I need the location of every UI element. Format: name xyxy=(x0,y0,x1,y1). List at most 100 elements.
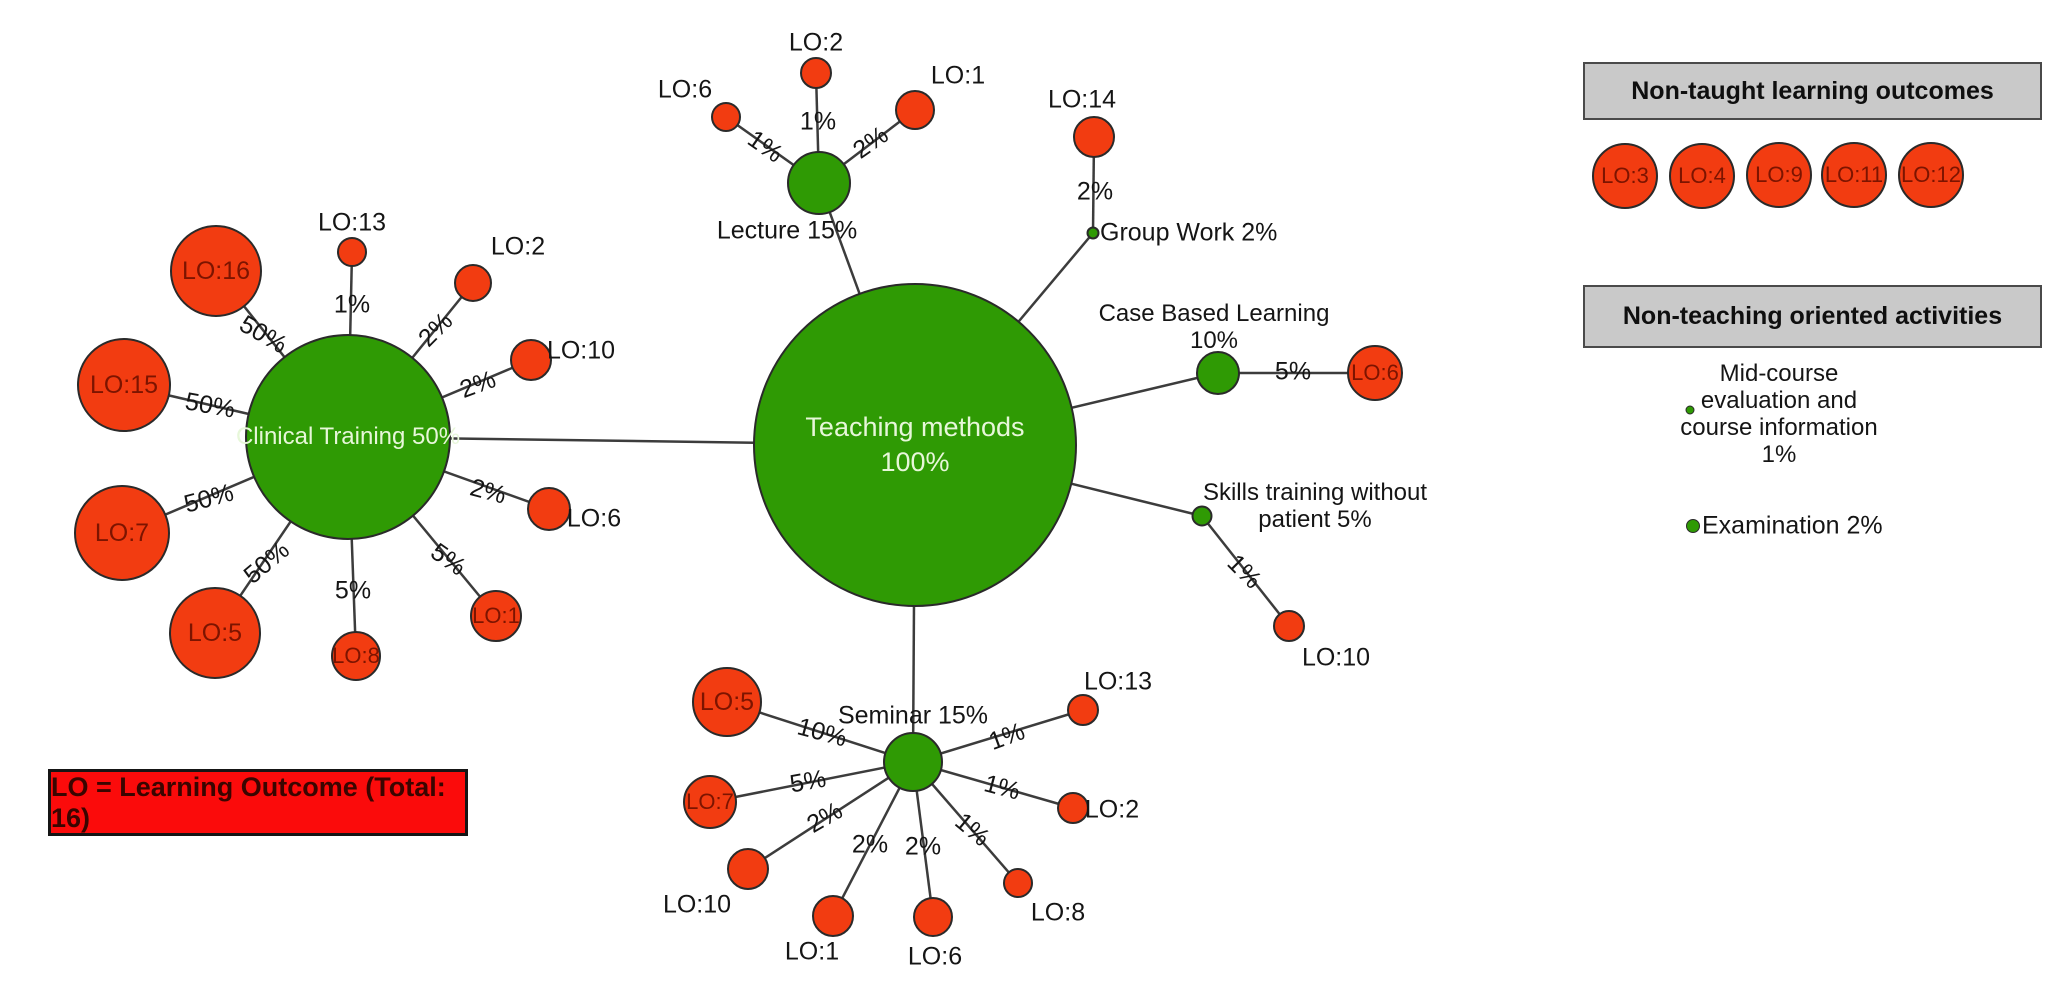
clinical-node-lo10-label: LO:10 xyxy=(546,336,616,365)
lecture-node-lo1-label: LO:1 xyxy=(930,61,986,90)
clinical-node-lo8: LO:8 xyxy=(331,631,381,681)
edge-seminar-lo10 xyxy=(747,760,914,871)
edge-seminar-lo7 xyxy=(709,760,914,804)
skills-training-node xyxy=(1191,505,1213,527)
skills-training-label: Skills training without patient 5% xyxy=(1203,479,1427,533)
clinical-node-lo8-label: LO:8 xyxy=(332,643,380,668)
lo-definition-note: LO = Learning Outcome (Total: 16) xyxy=(48,769,468,836)
seminar-node-lo6-label: LO:6 xyxy=(907,942,963,971)
mid-course-label: Mid-course evaluation and course informa… xyxy=(1680,360,1877,468)
lecture-node-lo2 xyxy=(800,57,832,89)
lecture-node-lo6-label: LO:6 xyxy=(657,75,713,104)
lecture-node xyxy=(787,151,851,215)
teaching-methods-node: Teaching methods 100% xyxy=(753,283,1077,607)
mid-course-label-line4: 1% xyxy=(1761,441,1797,468)
lecture-lo2-pct: 1% xyxy=(799,107,837,136)
case-based-node-lo6: LO:6 xyxy=(1347,345,1403,401)
skills-node-lo10 xyxy=(1273,610,1305,642)
group-work-node-lo14 xyxy=(1073,116,1115,158)
seminar-node-lo8 xyxy=(1003,868,1033,898)
legend-node-lo9-label: LO:9 xyxy=(1755,162,1803,187)
seminar-node-lo10-label: LO:10 xyxy=(662,890,732,919)
clinical-node-lo5: LO:5 xyxy=(169,587,261,679)
skills-node-lo10-label: LO:10 xyxy=(1301,643,1371,672)
seminar-label: Seminar 15% xyxy=(837,701,989,730)
clinical-training-node: Clinical Training 50% xyxy=(236,334,460,540)
teaching-methods-label: Teaching methods 100% xyxy=(805,410,1024,480)
clinical-node-lo2-label: LO:2 xyxy=(490,232,546,261)
seminar-node-lo10 xyxy=(727,848,769,890)
group-work-lo14-pct: 2% xyxy=(1076,177,1114,206)
lecture-label: Lecture 15% xyxy=(716,216,858,245)
legend-node-lo11: LO:11 xyxy=(1821,142,1887,208)
legend-node-lo3-label: LO:3 xyxy=(1601,163,1649,188)
clinical-node-lo2 xyxy=(454,264,492,302)
legend-node-lo11-label: LO:11 xyxy=(1824,162,1884,187)
mid-course-label-line1: Mid-course xyxy=(1719,360,1839,387)
teaching-methods-label-line2: 100% xyxy=(880,447,950,477)
seminar-node-lo8-label: LO:8 xyxy=(1030,898,1086,927)
clinical-node-lo5-label: LO:5 xyxy=(187,618,243,647)
examination-dot xyxy=(1686,519,1700,533)
clinical-node-lo13-label: LO:13 xyxy=(317,208,387,237)
seminar-lo7-pct: 5% xyxy=(787,764,829,799)
clinical-node-lo10 xyxy=(510,339,552,381)
case-based-lo6-pct: 5% xyxy=(1274,357,1312,386)
seminar-node-lo2 xyxy=(1057,792,1089,824)
non-teaching-legend-box: Non-teaching oriented activities xyxy=(1583,285,2042,348)
teaching-methods-label-line1: Teaching methods xyxy=(805,411,1025,442)
case-based-learning-label: Case Based Learning 10% xyxy=(1099,300,1330,354)
group-work-node xyxy=(1086,226,1100,240)
non-taught-legend-box: Non-taught learning outcomes xyxy=(1583,62,2042,120)
seminar-lo6-pct: 2% xyxy=(904,832,942,861)
mid-course-dot xyxy=(1685,405,1695,415)
seminar-lo1-pct: 2% xyxy=(851,830,889,859)
examination-label: Examination 2% xyxy=(1702,511,1883,540)
legend-node-lo12: LO:12 xyxy=(1898,142,1964,208)
clinical-node-lo6 xyxy=(527,487,571,531)
clinical-node-lo7-label: LO:7 xyxy=(94,518,150,547)
skills-training-label-line2: patient 5% xyxy=(1258,506,1372,533)
seminar-node-lo7: LO:7 xyxy=(683,775,737,829)
legend-node-lo4: LO:4 xyxy=(1669,143,1735,209)
seminar-node-lo1-label: LO:1 xyxy=(784,937,840,966)
clinical-node-lo1-label: LO:1 xyxy=(472,603,520,628)
clinical-lo13-pct: 1% xyxy=(333,290,371,319)
clinical-node-lo16: LO:16 xyxy=(170,225,262,317)
clinical-node-lo16-label: LO:16 xyxy=(181,256,251,285)
clinical-node-lo15: LO:15 xyxy=(77,338,171,432)
seminar-node-lo5: LO:5 xyxy=(692,667,762,737)
legend-node-lo9: LO:9 xyxy=(1746,142,1812,208)
seminar-node-lo13-label: LO:13 xyxy=(1083,667,1153,696)
non-teaching-legend-title: Non-teaching oriented activities xyxy=(1622,302,2003,330)
clinical-node-lo15-label: LO:15 xyxy=(89,370,159,399)
case-based-learning-label-line1: Case Based Learning xyxy=(1098,300,1330,327)
non-taught-legend-title: Non-taught learning outcomes xyxy=(1631,76,1994,105)
legend-node-lo3: LO:3 xyxy=(1592,143,1658,209)
seminar-node-lo7-label: LO:7 xyxy=(686,789,734,814)
lecture-node-lo6 xyxy=(711,102,741,132)
lecture-node-lo2-label: LO:2 xyxy=(788,28,844,57)
seminar-node-lo2-label: LO:2 xyxy=(1084,795,1140,824)
lecture-node-lo1 xyxy=(895,90,935,130)
seminar-node-lo1 xyxy=(812,895,854,937)
clinical-training-label: Clinical Training 50% xyxy=(235,423,461,450)
case-based-learning-label-line2: 10% xyxy=(1189,327,1239,354)
mid-course-label-line2: evaluation and xyxy=(1700,387,1858,414)
lo-definition-note-label: LO = Learning Outcome (Total: 16) xyxy=(51,771,446,833)
clinical-node-lo1: LO:1 xyxy=(470,590,522,642)
legend-node-lo12-label: LO:12 xyxy=(1901,162,1961,187)
case-based-learning-node xyxy=(1196,351,1240,395)
clinical-node-lo6-label: LO:6 xyxy=(566,504,622,533)
legend-node-lo4-label: LO:4 xyxy=(1678,163,1726,188)
seminar-node-lo13 xyxy=(1067,694,1099,726)
seminar-node-lo5-label: LO:5 xyxy=(699,687,755,716)
seminar-node-lo6 xyxy=(913,897,953,937)
edge-skills-lo10 xyxy=(1201,515,1290,627)
group-work-node-lo14-label: LO:14 xyxy=(1047,85,1117,114)
seminar-node xyxy=(883,732,943,792)
clinical-node-lo13 xyxy=(337,237,367,267)
mid-course-label-line3: course information xyxy=(1680,414,1878,441)
group-work-label: Group Work 2% xyxy=(1100,218,1278,247)
